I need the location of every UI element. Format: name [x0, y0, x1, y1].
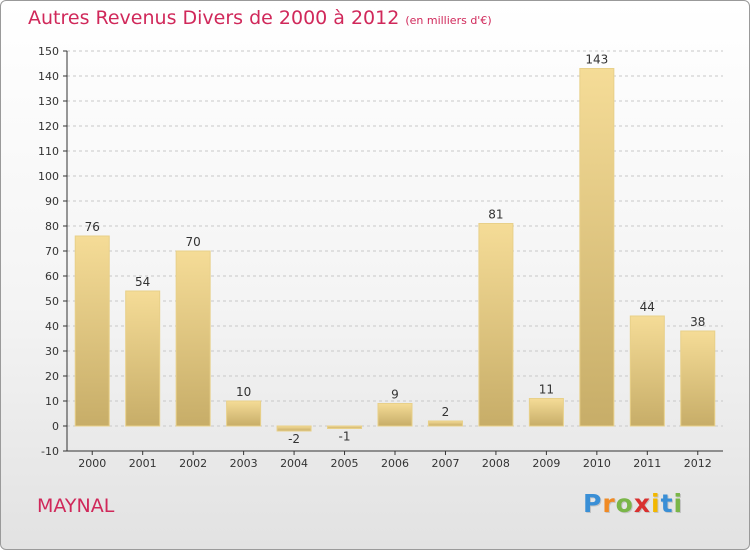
x-tick-label: 2009 [532, 457, 560, 470]
proxiti-logo[interactable]: Proxiti [583, 489, 683, 518]
y-tick-label: 90 [45, 195, 59, 208]
bar [327, 425, 363, 429]
logo-letter: x [633, 489, 651, 518]
x-tick-label: 2001 [129, 457, 157, 470]
y-tick-label: 60 [45, 270, 59, 283]
bar [680, 330, 716, 427]
logo-letter: i [673, 489, 684, 518]
x-tick-label: 2008 [482, 457, 510, 470]
y-tick-label: 80 [45, 220, 59, 233]
x-tick-label: 2007 [431, 457, 459, 470]
logo-letter: t [660, 489, 674, 518]
chart-title: Autres Revenus Divers de 2000 à 2012 (en … [28, 7, 492, 29]
bar [528, 398, 564, 427]
bar [175, 250, 211, 427]
x-tick-label: 2010 [583, 457, 611, 470]
data-label: 9 [391, 388, 399, 402]
bar [226, 400, 262, 427]
data-label: 76 [85, 220, 100, 234]
chart-title-text: Autres Revenus Divers de 2000 à 2012 [28, 7, 400, 29]
bar [74, 235, 110, 427]
y-tick-label: 30 [45, 345, 59, 358]
x-tick-label: 2003 [230, 457, 258, 470]
logo-letter: P [583, 489, 603, 518]
bar [478, 223, 514, 427]
data-label: 44 [640, 300, 655, 314]
x-tick-label: 2002 [179, 457, 207, 470]
bar [377, 403, 413, 427]
y-tick-label: -10 [41, 445, 59, 458]
x-tick-label: 2012 [684, 457, 712, 470]
y-tick-label: 100 [38, 170, 59, 183]
data-label: -2 [288, 432, 300, 446]
bar [276, 425, 312, 432]
y-tick-label: 130 [38, 95, 59, 108]
logo-letter: i [651, 489, 661, 518]
bar [427, 420, 463, 427]
y-tick-label: 120 [38, 120, 59, 133]
data-label: 38 [690, 315, 705, 329]
y-tick-label: 0 [52, 420, 59, 433]
data-label: 10 [236, 385, 251, 399]
x-tick-label: 2004 [280, 457, 308, 470]
y-tick-label: 50 [45, 295, 59, 308]
x-tick-label: 2011 [633, 457, 661, 470]
logo-letter: r [602, 489, 616, 518]
logo-letter: o [615, 489, 634, 518]
y-tick-label: 20 [45, 370, 59, 383]
commune-name: MAYNAL [37, 495, 115, 517]
x-tick-label: 2000 [78, 457, 106, 470]
data-label: 2 [442, 405, 450, 419]
y-tick-label: 40 [45, 320, 59, 333]
bar [629, 315, 665, 427]
data-label: -1 [339, 430, 351, 444]
data-label: 81 [488, 208, 503, 222]
y-tick-label: 110 [38, 145, 59, 158]
chart-subtitle: (en milliers d'€) [405, 14, 492, 27]
data-label: 54 [135, 275, 150, 289]
x-tick-label: 2005 [331, 457, 359, 470]
y-tick-label: 70 [45, 245, 59, 258]
bar [579, 68, 615, 427]
bar [125, 290, 161, 427]
y-tick-label: 10 [45, 395, 59, 408]
y-tick-label: 150 [38, 45, 59, 58]
x-tick-label: 2006 [381, 457, 409, 470]
data-label: 70 [186, 235, 201, 249]
data-label: 11 [539, 383, 554, 397]
y-tick-label: 140 [38, 70, 59, 83]
data-label: 143 [585, 53, 608, 67]
